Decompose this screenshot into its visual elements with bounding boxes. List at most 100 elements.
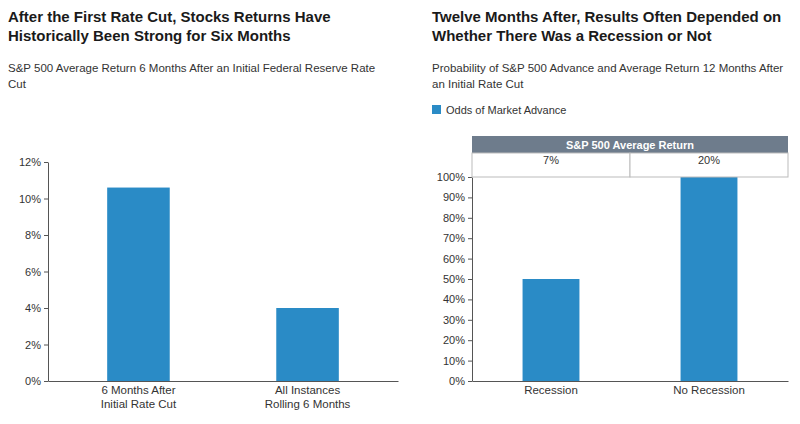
category-label: 6 Months After Initial Rate Cut <box>101 384 177 410</box>
y-axis: 0% 10% 20% 30% 40% 50% 60% 70% 80% 90% 100% <box>437 171 473 387</box>
bar <box>107 188 170 381</box>
chart-svg: After the First Rate Cut, Stocks Returns… <box>0 0 800 424</box>
tick: 90% <box>443 191 472 203</box>
table-cell <box>630 153 788 177</box>
table-value: 7% <box>543 154 559 166</box>
tick-label: 6% <box>25 266 41 278</box>
tick: 100% <box>437 171 472 183</box>
tick: All Instances Rolling 6 Months <box>265 381 351 410</box>
tick-label: 80% <box>443 212 465 224</box>
tick-label: 0% <box>449 375 465 387</box>
return-table: S&P 500 Average Return 7% 20% <box>472 136 788 177</box>
text-line: Probability of S&P 500 Advance and Avera… <box>432 62 783 74</box>
text-line: Recession <box>524 384 578 396</box>
text-line: After the First Rate Cut, Stocks Returns… <box>8 8 331 25</box>
bar <box>523 279 580 381</box>
tick: 20% <box>443 334 472 346</box>
tick-label: 2% <box>25 339 41 351</box>
text-line: Twelve Months After, Results Often Depen… <box>432 8 781 25</box>
tick: 4% <box>25 302 48 314</box>
tick: 0% <box>25 375 48 387</box>
legend-swatch <box>432 105 441 114</box>
tick: 2% <box>25 339 48 351</box>
tick-label: 0% <box>25 375 41 387</box>
tick-label: 20% <box>443 334 465 346</box>
tick-mark <box>44 235 48 236</box>
tick-mark <box>468 177 472 178</box>
tick: 80% <box>443 212 472 224</box>
chart-title: Twelve Months After, Results Often Depen… <box>432 8 781 44</box>
text-line: 6 Months After <box>101 384 175 396</box>
text-line: No Recession <box>673 384 745 396</box>
chart-root: After the First Rate Cut, Stocks Returns… <box>0 0 800 424</box>
tick-label: 40% <box>443 293 465 305</box>
tick-label: 50% <box>443 273 465 285</box>
y-axis: 0% 2% 4% 6% 8% 10% 12% <box>19 156 49 387</box>
tick: 10% <box>443 355 472 367</box>
tick-mark <box>44 308 48 309</box>
tick: 40% <box>443 293 472 305</box>
legend-label: Odds of Market Advance <box>446 104 566 116</box>
tick-mark <box>468 218 472 219</box>
tick: 12% <box>19 156 48 168</box>
chart-panel: Twelve Months After, Results Often Depen… <box>432 8 789 396</box>
chart-panel: After the First Rate Cut, Stocks Returns… <box>8 8 399 410</box>
tick-mark <box>44 162 48 163</box>
tick: 6 Months After Initial Rate Cut <box>101 381 177 410</box>
tick-mark <box>44 199 48 200</box>
tick-mark <box>468 381 472 382</box>
text-line: Initial Rate Cut <box>101 398 177 410</box>
tick-label: 30% <box>443 314 465 326</box>
legend-item: Odds of Market Advance <box>432 104 566 116</box>
tick-mark <box>44 272 48 273</box>
text-line: Cut <box>8 78 27 90</box>
bar <box>681 177 738 381</box>
tick-label: 90% <box>443 191 465 203</box>
category-label: No Recession <box>673 384 745 396</box>
tick-mark <box>468 259 472 260</box>
tick-mark <box>468 320 472 321</box>
tick: No Recession <box>673 381 745 396</box>
tick-mark <box>468 238 472 239</box>
axis-line <box>49 381 399 382</box>
text-line: Rolling 6 Months <box>265 398 351 410</box>
tick: 30% <box>443 314 472 326</box>
text-line: an Initial Rate Cut <box>432 78 524 90</box>
bars <box>107 188 339 381</box>
chart-subtitle: S&P 500 Average Return 6 Months After an… <box>8 62 375 90</box>
bars <box>523 177 738 381</box>
tick-mark <box>468 279 472 280</box>
bar <box>276 308 339 381</box>
tick: 6% <box>25 266 48 278</box>
tick: 70% <box>443 232 472 244</box>
tick-label: 4% <box>25 302 41 314</box>
table-value: 20% <box>698 154 720 166</box>
tick: 10% <box>19 193 48 205</box>
tick-label: 100% <box>437 171 465 183</box>
tick: 50% <box>443 273 472 285</box>
tick: 0% <box>449 375 472 387</box>
chart-subtitle: Probability of S&P 500 Advance and Avera… <box>432 62 783 90</box>
text-line: All Instances <box>275 384 340 396</box>
tick: Recession <box>524 381 578 396</box>
category-label: Recession <box>524 384 578 396</box>
tick-label: 10% <box>443 355 465 367</box>
x-axis: Recession No Recession <box>473 381 789 396</box>
table-header <box>472 136 788 153</box>
category-label: All Instances Rolling 6 Months <box>265 384 351 410</box>
tick-mark <box>468 340 472 341</box>
tick: 8% <box>25 229 48 241</box>
text-line: Historically Been Strong for Six Months <box>8 27 291 44</box>
tick-mark <box>468 361 472 362</box>
chart-title: After the First Rate Cut, Stocks Returns… <box>8 8 331 44</box>
axis-line <box>473 381 789 382</box>
table-cell <box>472 153 630 177</box>
text-line: Whether There Was a Recession or Not <box>432 27 712 44</box>
table-title: S&P 500 Average Return <box>566 139 694 151</box>
x-axis: 6 Months After Initial Rate Cut All Instan… <box>49 381 399 410</box>
axis-line <box>472 178 473 382</box>
tick-label: 12% <box>19 156 41 168</box>
axis-line <box>48 163 49 382</box>
tick-label: 8% <box>25 229 41 241</box>
tick: 60% <box>443 253 472 265</box>
